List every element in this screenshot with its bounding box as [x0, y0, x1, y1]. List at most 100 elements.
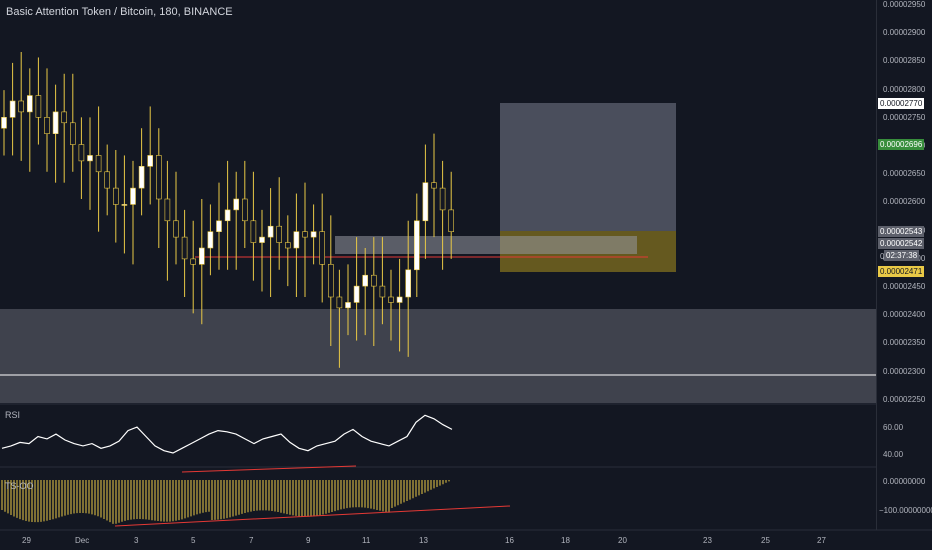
candle-body: [104, 171, 110, 189]
support-zone[interactable]: [0, 309, 876, 403]
candle-body: [207, 231, 214, 249]
price-tick-label: 0.00002900: [883, 28, 926, 38]
countdown-badge: 02:37:38: [884, 250, 920, 261]
price-tick-label: 0.00002800: [883, 84, 926, 94]
current-price-badge-a: 0.00002543: [878, 226, 925, 237]
candle-body: [302, 231, 308, 238]
candle-body: [267, 225, 274, 238]
stop-price-badge: 0.00002471: [878, 266, 925, 277]
time-tick-label: 29: [22, 536, 31, 545]
candle-body: [362, 274, 369, 287]
candle-body: [147, 155, 153, 167]
price-axis[interactable]: 0.00002950 0.00002900 0.00002850 0.00002800…: [876, 0, 932, 530]
candle-body: [345, 302, 351, 309]
candle-body: [138, 166, 145, 189]
candle-body: [405, 269, 412, 298]
price-tick-label: 0.00002300: [883, 366, 926, 376]
oscillator-label: TS-OO: [5, 481, 34, 491]
candle-body: [130, 187, 136, 205]
time-tick-label: 27: [817, 536, 826, 545]
time-tick-label: 25: [761, 536, 770, 545]
time-tick-label: 13: [419, 536, 428, 545]
candle-body: [44, 117, 50, 134]
oscillator-series: [1, 480, 450, 524]
price-tick-label: 0.00002450: [883, 282, 926, 291]
candle-body: [18, 100, 25, 113]
price-tick-label: 0.00002950: [883, 0, 926, 9]
candle-body: [190, 258, 196, 265]
candle-body: [353, 285, 360, 303]
candle-body: [1, 117, 7, 129]
candle-body: [319, 231, 326, 265]
candle-body: [199, 247, 205, 265]
price-tick-label: 0.00002600: [883, 197, 926, 207]
candle-body: [336, 296, 343, 309]
target-box[interactable]: [500, 103, 676, 231]
price-tick-label: 0.00002850: [883, 56, 926, 66]
candle-body: [448, 209, 455, 232]
time-tick-label: 23: [703, 536, 712, 545]
candle-body: [87, 155, 93, 162]
zero-prefix-label: 0.: [878, 251, 889, 262]
price-tick-label: 0.00002250: [883, 394, 926, 404]
candle-body: [327, 264, 334, 298]
candle-body: [250, 220, 257, 243]
entry-zone[interactable]: [335, 236, 637, 254]
osc-divergence-line[interactable]: [114, 505, 511, 527]
time-axis[interactable]: 29 Dec 3 5 7 9 11 13 16 18 20 23 25 27: [0, 532, 876, 550]
candle-body: [276, 225, 283, 243]
time-tick-label: 20: [618, 536, 627, 545]
rsi-label: RSI: [5, 410, 21, 420]
candle-body: [293, 231, 300, 249]
target-price-badge: 0.00002770: [878, 98, 925, 109]
time-tick-label: 3: [134, 536, 139, 545]
candle-body: [439, 187, 446, 211]
candle-body: [431, 182, 437, 189]
price-tick-label: 0.00002650: [883, 169, 926, 179]
rsi-tick-60: 60.00: [883, 423, 904, 432]
candle-body: [242, 198, 248, 222]
candle-body: [156, 155, 162, 200]
time-tick-label: 7: [249, 536, 254, 545]
candle-body: [284, 242, 291, 249]
candle-body: [233, 198, 239, 211]
time-tick-label: 9: [306, 536, 311, 545]
candle-body: [396, 296, 403, 303]
candle-body: [388, 296, 394, 303]
candle-body: [95, 155, 102, 173]
candle-body: [164, 198, 171, 222]
time-tick-label: 18: [561, 536, 570, 545]
candle-body: [9, 100, 16, 118]
candle-body: [379, 285, 386, 298]
rsi-divergence-line[interactable]: [181, 465, 357, 473]
price-tick-label: 0.00002350: [883, 338, 926, 348]
rsi-series: [1, 414, 453, 454]
price-tick-label: 0.00002400: [883, 310, 926, 320]
chart-title: Basic Attention Token / Bitcoin, 180, BI…: [6, 6, 233, 18]
time-tick-label: 5: [191, 536, 196, 545]
candle-body: [113, 187, 119, 205]
candle-body: [413, 220, 420, 271]
candle-body: [70, 122, 76, 145]
candle-body: [173, 220, 179, 238]
osc-tick-0: 0.00000000: [883, 477, 926, 486]
candle-body: [224, 209, 231, 222]
candle-series: [1, 52, 455, 368]
candle-body: [121, 204, 128, 206]
candle-body: [78, 144, 85, 162]
rsi-line: [1, 414, 453, 454]
candle-body: [310, 231, 317, 238]
candle-body: [35, 95, 42, 118]
time-tick-label: Dec: [75, 536, 90, 545]
candle-body: [61, 111, 68, 124]
candle-body: [52, 111, 59, 134]
time-tick-label: 11: [362, 536, 371, 545]
candle-body: [181, 236, 188, 260]
current-price-badge-b: 0.00002542: [878, 238, 925, 249]
osc-tick-neg100: −100.00000000: [879, 506, 932, 515]
price-tick-label: 0.00002750: [883, 112, 926, 122]
candle-body: [422, 182, 429, 222]
rsi-tick-40: 40.00: [883, 450, 904, 459]
